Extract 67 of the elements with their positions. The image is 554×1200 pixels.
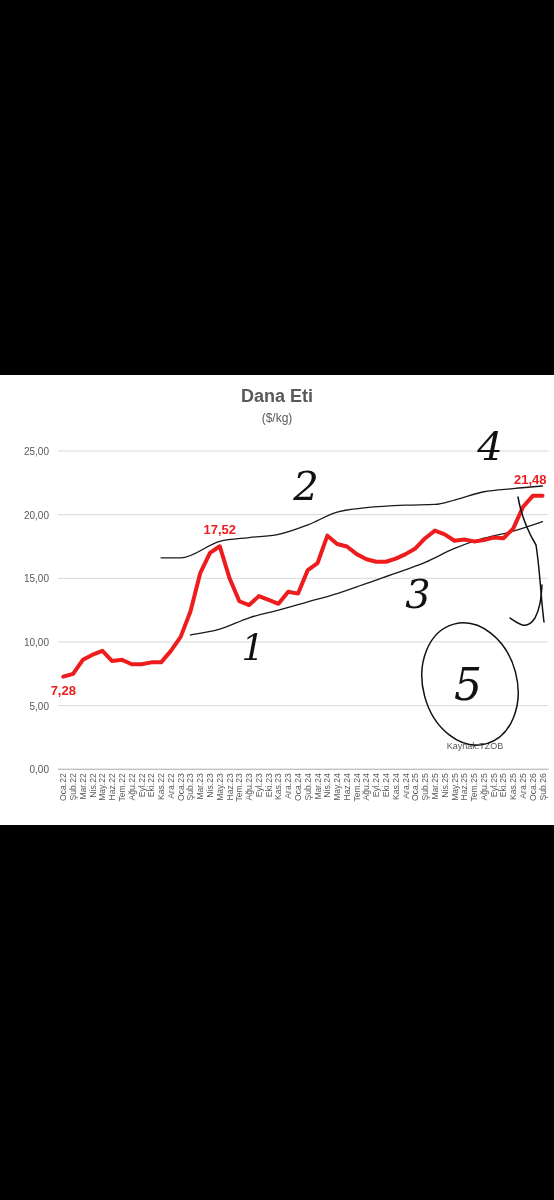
x-tick-label: Kas.25 xyxy=(508,773,519,801)
annotation: 3 xyxy=(405,571,431,617)
y-tick-label: 25,00 xyxy=(23,446,50,457)
x-tick-label: Şub.22 xyxy=(68,773,79,801)
x-tick-label: Nis.22 xyxy=(87,773,98,798)
x-tick-label: Nis.23 xyxy=(205,773,215,798)
annotation: Kaynak:TZOB xyxy=(446,741,504,751)
x-tick-label: Oca.26 xyxy=(527,773,538,802)
x-tick-label: Mar.22 xyxy=(77,773,88,800)
x-tick-label: Ağu.25 xyxy=(478,773,489,801)
x-tick-label: Haz.25 xyxy=(459,773,470,801)
y-tick-label: 20,00 xyxy=(23,509,50,521)
x-tick-label: Ara.25 xyxy=(517,773,528,799)
x-tick-label: Oca.23 xyxy=(175,773,186,802)
x-tick-label: May.23 xyxy=(214,773,225,801)
y-tick-label: 15,00 xyxy=(23,573,50,585)
x-tick-label: Eyl.23 xyxy=(253,773,264,798)
x-tick-label: Ağu.23 xyxy=(244,773,255,801)
annotation: 17,52 xyxy=(203,522,237,538)
chart-title: Dana Eti xyxy=(240,386,314,406)
x-tick-label: Tem.22 xyxy=(116,773,127,802)
x-tick-label: Haz.24 xyxy=(341,773,352,801)
x-tick-label: Ağu.24 xyxy=(361,773,372,801)
chart-subtitle: ($/kg) xyxy=(261,411,293,425)
x-tick-label: Tem.24 xyxy=(351,773,362,802)
x-tick-label: Mar.23 xyxy=(195,773,206,800)
x-tick-label: Ara.22 xyxy=(165,773,176,799)
x-tick-label: Mar.24 xyxy=(312,773,323,800)
x-tick-label: May.25 xyxy=(449,773,460,801)
x-tick-label: Eki.25 xyxy=(498,773,509,798)
x-tick-label: Tem.23 xyxy=(234,773,245,802)
x-tick-label: Mar.25 xyxy=(429,773,440,800)
x-tick-label: Şub.26 xyxy=(537,773,548,801)
x-tick-label: Ağu.22 xyxy=(126,773,137,801)
annotation: 5 xyxy=(454,659,482,710)
x-tick-label: Nis.25 xyxy=(439,773,450,798)
annotation: 7,28 xyxy=(50,682,76,698)
y-tick-label: 0,00 xyxy=(29,764,50,776)
annotation: 21,48 xyxy=(513,471,547,487)
x-tick-label: Eki.24 xyxy=(381,773,392,798)
x-tick-label: Ara.23 xyxy=(283,773,294,799)
x-tick-label: Haz.22 xyxy=(107,773,118,801)
x-tick-label: Eyl.24 xyxy=(371,773,382,798)
x-tick-label: Kas.23 xyxy=(273,773,284,801)
annotation: 2 xyxy=(292,463,319,509)
x-tick-label: Tem.25 xyxy=(469,773,480,802)
y-tick-label: 10,00 xyxy=(23,636,50,648)
x-tick-label: Oca.24 xyxy=(293,773,304,802)
x-tick-label: Nis.24 xyxy=(322,773,333,798)
x-tick-label: Kas.24 xyxy=(390,773,401,801)
x-tick-label: May.24 xyxy=(332,773,343,801)
x-tick-label: Kas.22 xyxy=(156,773,167,801)
y-tick-label: 5,00 xyxy=(29,700,50,712)
x-tick-label: Şub.24 xyxy=(302,773,313,801)
annotation: 1 xyxy=(241,627,265,668)
x-tick-label: Oca.25 xyxy=(410,773,421,802)
x-tick-label: Oca.22 xyxy=(58,773,69,802)
x-tick-label: Eyl.25 xyxy=(488,773,499,798)
x-tick-label: Haz.23 xyxy=(224,773,235,801)
x-tick-label: Eki.23 xyxy=(263,773,274,798)
annotation: 4 xyxy=(476,423,503,469)
x-tick-label: Eyl.22 xyxy=(136,773,147,798)
x-tick-label: Şub.23 xyxy=(185,773,196,801)
x-tick-label: Ara.24 xyxy=(400,773,411,799)
x-tick-label: Eki.22 xyxy=(146,773,157,798)
x-tick-label: May.22 xyxy=(97,773,108,801)
x-tick-label: Şub.25 xyxy=(420,773,431,801)
